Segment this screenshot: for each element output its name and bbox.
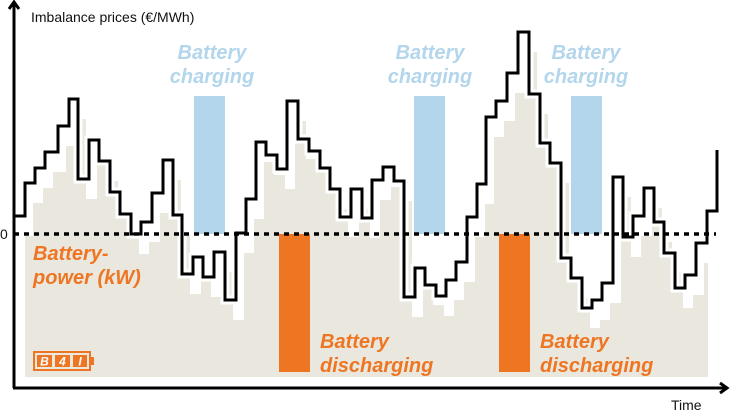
svg-text:4: 4 xyxy=(58,355,66,369)
charging-bar-2 xyxy=(414,96,445,234)
charging-bar-1 xyxy=(194,96,225,234)
charging-label-line2: charging xyxy=(543,66,629,88)
svg-text:I: I xyxy=(78,355,82,369)
svg-text:B: B xyxy=(40,355,49,369)
charging-label-line2: charging xyxy=(387,66,473,88)
charging-label-line2: charging xyxy=(169,66,255,88)
battery-power-label: Battery- power (kW) xyxy=(33,242,141,290)
charging-label-line1: Battery xyxy=(177,42,247,64)
charging-label-2: Battery charging xyxy=(370,41,490,89)
y-axis-arrow-icon xyxy=(7,0,21,10)
discharging-label-line2: discharging xyxy=(320,355,434,377)
battery-power-label-line1: Battery- xyxy=(33,243,109,265)
discharging-label-2: Battery discharging xyxy=(540,330,653,378)
discharging-label-line2: discharging xyxy=(540,355,654,377)
y-axis-title: Imbalance prices (€/MWh) xyxy=(31,9,195,25)
discharging-bar-1 xyxy=(279,234,310,372)
discharging-bar-2 xyxy=(499,234,530,372)
discharging-label-line1: Battery xyxy=(320,331,389,353)
x-axis-arrow-icon xyxy=(719,381,730,395)
b4i-logo: B 4 I xyxy=(33,351,94,371)
discharging-label-line1: Battery xyxy=(540,331,609,353)
x-axis-title: Time xyxy=(671,397,702,413)
charging-label-1: Battery charging xyxy=(152,41,272,89)
zero-tick-label: 0 xyxy=(0,226,8,242)
discharging-label-1: Battery discharging xyxy=(320,330,433,378)
charging-bar-3 xyxy=(571,96,602,234)
battery-power-label-line2: power (kW) xyxy=(33,267,141,289)
charging-label-3: Battery charging xyxy=(526,41,646,89)
charging-label-line1: Battery xyxy=(395,42,465,64)
charging-label-line1: Battery xyxy=(551,42,621,64)
